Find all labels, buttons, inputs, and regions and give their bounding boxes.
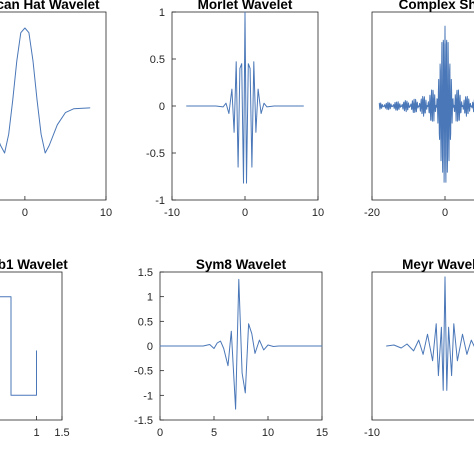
y-tick-label: -0.5 bbox=[146, 148, 165, 160]
chart-title: Complex Shannon Wavelet bbox=[399, 0, 474, 12]
chart-title: Sym8 Wavelet bbox=[196, 257, 287, 272]
x-tick-label: 10 bbox=[100, 207, 112, 219]
y-tick-label: 0.5 bbox=[150, 54, 165, 66]
series-line bbox=[186, 11, 304, 184]
x-tick-label: 0 bbox=[442, 207, 448, 219]
chart-panel-3: -20 0 Complex Shannon Wavelet bbox=[364, 0, 474, 219]
chart-title: Haar Db1 Wavelet bbox=[0, 257, 68, 272]
chart-panel-1: 0 10 Mexican Hat Wavelet bbox=[0, 0, 112, 219]
plot-area bbox=[0, 11, 107, 201]
y-tick-label: 1 bbox=[147, 292, 153, 304]
y-tick-label: -0.5 bbox=[134, 366, 153, 378]
y-tick-label: -1 bbox=[155, 195, 165, 207]
plot-area bbox=[0, 271, 63, 421]
y-tick-label: 1.5 bbox=[138, 267, 153, 279]
series-line bbox=[0, 296, 37, 396]
chart-title: Meyr Wavelet bbox=[402, 257, 474, 272]
y-tick-label: 0 bbox=[147, 341, 153, 353]
chart-panel-5: 0 5 10 15 -1.5 -1 -0.5 0 0.5 1 1.5 Sym8 Wavelet bbox=[134, 257, 328, 439]
x-tick-label: -20 bbox=[364, 207, 380, 219]
x-tick-label: 1.5 bbox=[54, 427, 69, 439]
x-tick-label: -10 bbox=[364, 427, 380, 439]
y-tick-label: -1 bbox=[143, 390, 153, 402]
y-tick-label: 0.5 bbox=[138, 316, 153, 328]
chart-panel-4: 1 1.5 Haar Db1 Wavelet bbox=[0, 257, 70, 439]
x-tick-label: 10 bbox=[262, 427, 274, 439]
y-tick-label: 0 bbox=[159, 101, 165, 113]
x-tick-label: 10 bbox=[312, 207, 324, 219]
chart-title: Mexican Hat Wavelet bbox=[0, 0, 100, 12]
y-tick-label: 1 bbox=[159, 7, 165, 19]
y-tick-label: -1.5 bbox=[134, 415, 153, 427]
x-tick-label: 15 bbox=[316, 427, 328, 439]
x-tick-label: 0 bbox=[22, 207, 28, 219]
x-tick-label: 0 bbox=[157, 427, 163, 439]
x-tick-label: 5 bbox=[211, 427, 217, 439]
chart-panel-6: -10 Meyr Wavelet bbox=[364, 257, 474, 439]
series-line bbox=[0, 27, 91, 154]
x-tick-label: 0 bbox=[242, 207, 248, 219]
x-tick-label: 1 bbox=[33, 427, 39, 439]
series-line bbox=[378, 25, 474, 183]
series-line bbox=[386, 276, 474, 391]
series-line bbox=[159, 278, 323, 410]
x-tick-label: -10 bbox=[164, 207, 180, 219]
chart-title: Morlet Wavelet bbox=[198, 0, 293, 12]
chart-panel-2: -10 0 10 -1 -0.5 0 0.5 1 Morlet Wavelet bbox=[146, 0, 324, 219]
